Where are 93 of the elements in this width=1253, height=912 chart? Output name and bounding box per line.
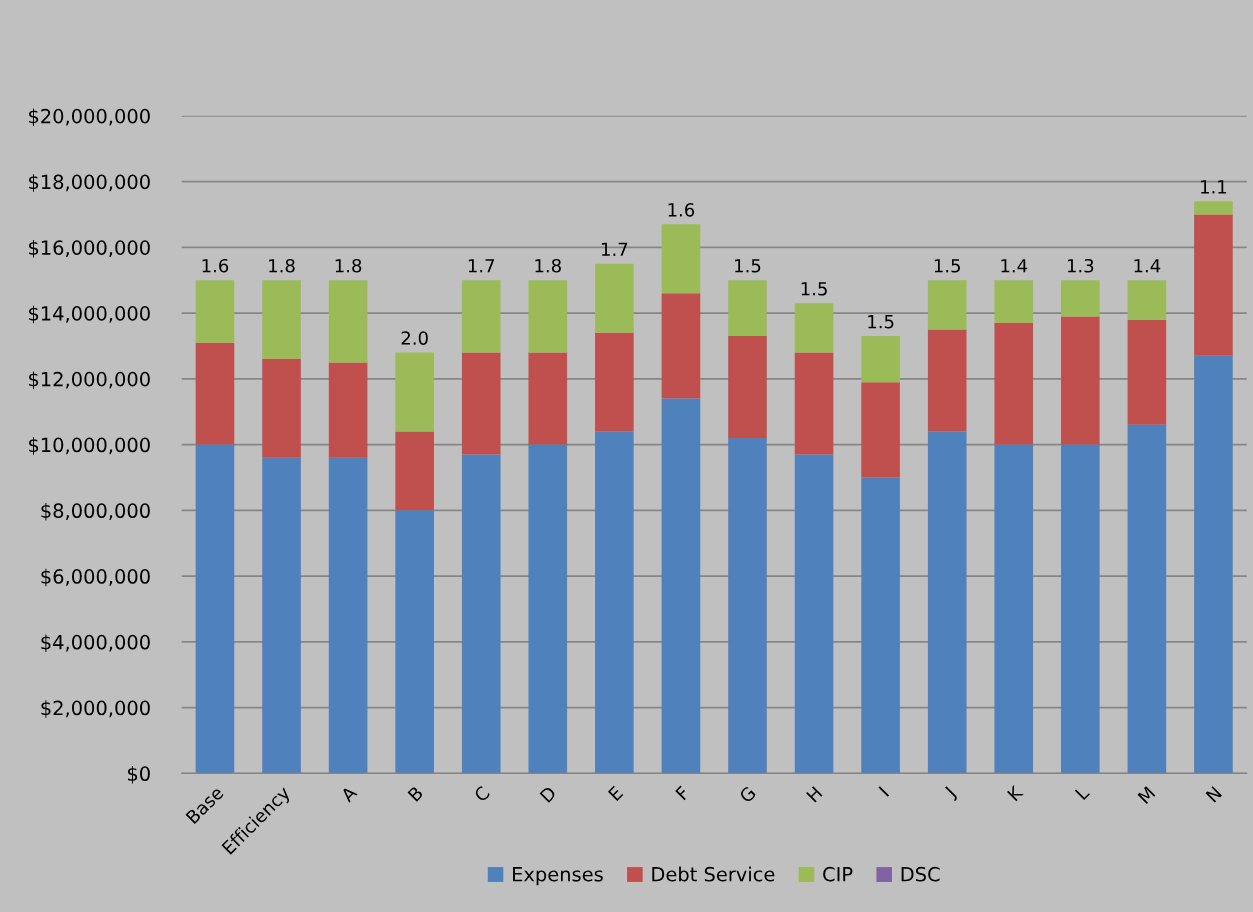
- x-tick-label: C: [473, 785, 491, 803]
- x-tick-label: H: [806, 786, 823, 803]
- bar: [927, 431, 967, 774]
- legend-label: DSC: [901, 866, 940, 882]
- bar: [395, 510, 434, 774]
- annotation: 1.1: [1201, 180, 1227, 194]
- x-tick-label: G: [738, 785, 757, 804]
- bar: [595, 431, 634, 774]
- bar: [728, 438, 767, 774]
- annotation: 1.5: [735, 259, 761, 273]
- bar: [861, 477, 900, 774]
- legend-label: CIP: [823, 866, 853, 882]
- bar: [262, 280, 301, 360]
- bar: [1127, 319, 1167, 425]
- y-tick-label: $14,000,000: [29, 305, 150, 324]
- x-tick-label: J: [943, 786, 959, 802]
- bar: [1127, 424, 1167, 774]
- y-tick-label: $20,000,000: [29, 108, 150, 127]
- y-tick-label: $16,000,000: [29, 239, 150, 258]
- bar: [328, 457, 368, 774]
- bar: [461, 454, 501, 774]
- bar: [861, 336, 900, 383]
- annotation: 1.8: [269, 258, 295, 273]
- bar: [395, 431, 434, 511]
- bar: [794, 303, 834, 353]
- y-tick-label: $8,000,000: [41, 502, 150, 521]
- bar: [528, 352, 568, 445]
- bar: [794, 352, 834, 455]
- bar: [328, 362, 368, 458]
- bar: [661, 398, 701, 774]
- y-tick-label: $4,000,000: [41, 634, 150, 653]
- y-tick-label: $6,000,000: [41, 568, 150, 587]
- bar: [1127, 280, 1167, 320]
- legend-label: Expenses: [513, 867, 603, 886]
- bar: [262, 457, 301, 774]
- bar: [1061, 444, 1100, 774]
- bar: [661, 224, 701, 294]
- bar: [661, 293, 701, 399]
- bar: [994, 280, 1034, 323]
- bar: [1061, 280, 1100, 317]
- bar: [728, 280, 767, 337]
- bar: [1194, 355, 1233, 774]
- bar: [328, 280, 368, 363]
- bar: [861, 382, 900, 478]
- annotation: 1.5: [934, 259, 960, 273]
- y-tick-label: $2,000,000: [41, 700, 150, 718]
- bar: [461, 280, 501, 353]
- annotation: 1.7: [601, 242, 628, 256]
- bar: [1194, 214, 1233, 356]
- annotation: 1.8: [535, 258, 561, 273]
- y-tick-label: $10,000,000: [29, 437, 150, 455]
- y-tick-label: $18,000,000: [29, 174, 150, 192]
- annotation: 1.5: [868, 315, 894, 329]
- annotation: 1.5: [801, 282, 827, 296]
- annotation: 1.4: [1134, 259, 1161, 273]
- bar: [927, 280, 967, 330]
- bar: [528, 444, 568, 774]
- legend-label: Debt Service: [652, 866, 775, 882]
- x-tick-label: F: [675, 785, 690, 801]
- annotation: 1.4: [1001, 259, 1028, 273]
- x-tick-label: L: [1074, 784, 1090, 801]
- bar: [395, 352, 434, 432]
- x-tick-label: M: [1137, 786, 1156, 804]
- bar: [794, 454, 834, 774]
- x-tick-label: D: [539, 785, 557, 803]
- y-tick-label: $0: [128, 765, 150, 784]
- bar: [195, 444, 235, 774]
- annotation: 1.6: [202, 258, 229, 273]
- annotation: 1.7: [468, 259, 495, 273]
- annotation: 1.8: [335, 258, 362, 273]
- bar: [195, 342, 235, 445]
- bar: [927, 329, 967, 432]
- bar: [528, 280, 568, 353]
- bar: [461, 352, 501, 455]
- y-tick-label: $12,000,000: [29, 371, 150, 390]
- bar: [1194, 201, 1233, 215]
- bar: [595, 263, 634, 333]
- x-tick-label: K: [1007, 784, 1024, 802]
- x-tick-label: A: [339, 784, 358, 803]
- x-tick-label: I: [878, 786, 890, 797]
- annotation: 2.0: [401, 331, 428, 345]
- x-tick-label: E: [607, 785, 624, 801]
- bar: [195, 280, 235, 343]
- bar: [994, 444, 1034, 774]
- annotation: 1.6: [668, 203, 695, 217]
- annotation: 1.3: [1067, 258, 1094, 273]
- bar: [728, 336, 767, 439]
- bar: [595, 332, 634, 432]
- x-tick-label: B: [407, 785, 424, 802]
- bar: [262, 359, 301, 458]
- bar: [994, 322, 1034, 445]
- bar: [1061, 316, 1100, 445]
- x-tick-label: N: [1205, 786, 1222, 803]
